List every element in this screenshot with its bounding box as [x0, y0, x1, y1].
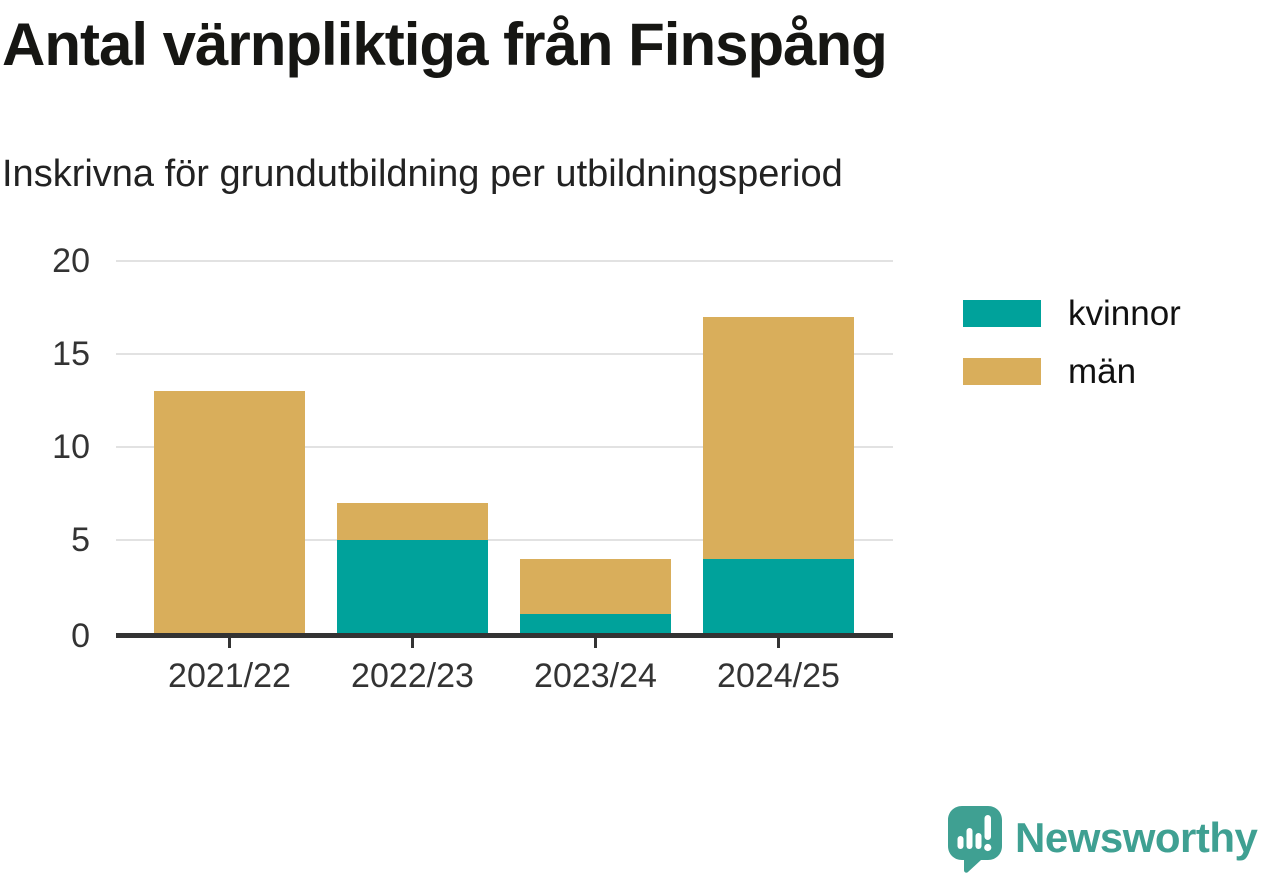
branding: Newsworthy — [948, 805, 1258, 879]
x-tick-label: 2021/22 — [168, 657, 291, 695]
legend-label: män — [1068, 352, 1137, 391]
y-tick-label: 20 — [52, 242, 90, 280]
y-tick-label: 5 — [71, 521, 90, 559]
chart-subtitle: Inskrivna för grundutbildning per utbild… — [2, 153, 843, 195]
x-axis-line — [116, 633, 893, 638]
newsworthy-logo-icon — [948, 805, 1002, 879]
chart-title: Antal värnpliktiga från Finspång — [2, 11, 888, 78]
bar-segment-kvinnor-2022/23 — [337, 540, 488, 633]
y-tick-label: 10 — [52, 428, 90, 466]
bar-segment-kvinnor-2023/24 — [520, 614, 671, 633]
bar-segment-män-2023/24 — [520, 558, 671, 615]
x-axis-tick — [777, 638, 780, 648]
gridline-15 — [116, 353, 893, 355]
bar-segment-kvinnor-2024/25 — [703, 558, 854, 633]
gridline-10 — [116, 446, 893, 448]
x-axis-tick — [411, 638, 414, 648]
bar-segment-män-2022/23 — [337, 502, 488, 540]
x-tick-label: 2024/25 — [717, 657, 840, 695]
x-tick-label: 2022/23 — [351, 657, 474, 695]
legend: kvinnor män — [963, 296, 1181, 389]
y-tick-label: 0 — [71, 616, 90, 655]
legend-item-man: män — [963, 354, 1181, 389]
bar-segment-män-2021/22 — [154, 391, 305, 633]
x-tick-label: 2023/24 — [534, 657, 657, 695]
legend-swatch-man — [963, 358, 1041, 385]
gridline-5 — [116, 539, 893, 541]
branding-name: Newsworthy — [1015, 814, 1258, 861]
y-tick-label: 15 — [52, 335, 90, 373]
bar-segment-män-2024/25 — [703, 316, 854, 559]
x-axis-tick — [594, 638, 597, 648]
legend-swatch-kvinnor — [963, 300, 1041, 327]
legend-item-kvinnor: kvinnor — [963, 296, 1181, 331]
plot-area — [116, 260, 893, 633]
legend-label: kvinnor — [1068, 294, 1181, 333]
x-axis-tick — [228, 638, 231, 648]
gridline-20 — [116, 260, 893, 262]
